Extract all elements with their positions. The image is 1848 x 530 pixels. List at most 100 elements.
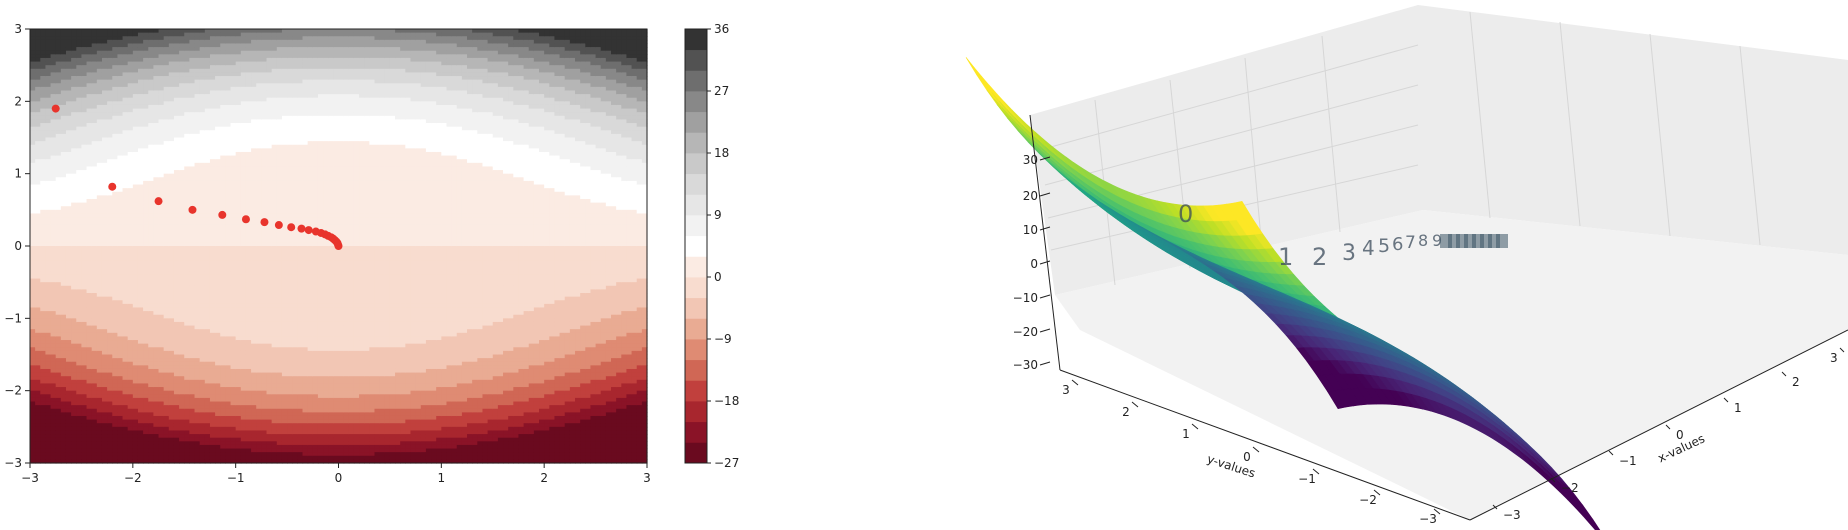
contour-cell	[209, 249, 216, 254]
contour-cell	[50, 39, 57, 45]
contour-cell	[153, 303, 160, 309]
contour-cell	[199, 238, 206, 243]
contour-cell	[91, 137, 98, 142]
contour-cell	[117, 57, 124, 63]
contour-cell	[50, 340, 57, 345]
contour-cell	[65, 224, 72, 229]
contour-cell	[45, 452, 52, 457]
contour-cell	[209, 390, 216, 395]
contour-cell	[148, 202, 154, 207]
contour-cell	[194, 50, 201, 55]
contour-cell	[199, 217, 206, 222]
contour-cell	[163, 296, 170, 301]
contour-cell	[148, 347, 154, 352]
contour-cell	[71, 434, 77, 439]
contour-cell	[127, 343, 134, 348]
contour-cell	[86, 426, 93, 432]
contour-cell	[71, 332, 77, 338]
contour-cell	[45, 39, 52, 45]
contour-cell	[76, 358, 83, 363]
contour-cell	[168, 415, 175, 421]
contour-cell	[101, 423, 108, 428]
contour-cell	[86, 115, 93, 121]
contour-cell	[96, 405, 103, 410]
contour-cell	[76, 43, 83, 48]
contour-cell	[230, 368, 237, 374]
contour-cell	[132, 180, 139, 186]
contour-cell	[40, 94, 47, 99]
contour-cell	[107, 325, 113, 330]
contour-cell	[96, 137, 103, 142]
contour-cell	[148, 238, 154, 243]
contour-cell	[137, 195, 144, 200]
contour-cell	[168, 350, 175, 356]
contour-cell	[184, 231, 190, 236]
contour-cell	[50, 29, 57, 34]
contour-cell	[117, 397, 124, 403]
contour-cell	[35, 390, 41, 395]
contour-cell	[101, 206, 108, 211]
contour-cell	[235, 137, 242, 142]
contour-cell	[122, 282, 129, 287]
contour-cell	[215, 97, 221, 102]
contour-cell	[76, 314, 83, 319]
contour-cell	[148, 340, 154, 345]
contour-cell	[117, 177, 124, 182]
contour-cell	[40, 144, 47, 149]
contour-cell	[240, 227, 247, 233]
contour-cell	[132, 303, 139, 309]
contour-cell	[91, 57, 98, 63]
contour-cell	[40, 289, 47, 294]
contour-cell	[143, 285, 149, 290]
contour-cell	[86, 383, 93, 388]
contour-cell	[50, 264, 57, 269]
contour-cell	[107, 108, 113, 113]
contour-cell	[107, 195, 113, 200]
contour-cell	[101, 231, 108, 236]
contour-cell	[50, 289, 57, 294]
contour-cell	[225, 365, 232, 370]
contour-cell	[230, 159, 237, 164]
contour-cell	[199, 405, 206, 410]
contour-cell	[189, 452, 196, 457]
contour-cell	[81, 387, 88, 392]
contour-cell	[143, 459, 149, 464]
contour-cell	[50, 61, 57, 66]
contour-cell	[65, 68, 72, 73]
contour-cell	[168, 101, 175, 106]
contour-cell	[35, 76, 41, 81]
contour-cell	[112, 347, 119, 352]
contour-cell	[204, 343, 211, 348]
contour-cell	[50, 50, 57, 55]
contour-cell	[127, 126, 134, 131]
contour-cell	[65, 303, 72, 309]
contour-cell	[96, 227, 103, 233]
contour-cell	[199, 452, 206, 457]
contour-cell	[91, 256, 98, 262]
contour-cell	[194, 347, 201, 352]
contour-cell	[199, 235, 206, 240]
contour-cell	[163, 188, 170, 193]
contour-cell	[194, 177, 201, 182]
contour-cell	[153, 184, 160, 189]
contour-cell	[112, 397, 119, 403]
contour-cell	[112, 202, 119, 207]
contour-cell	[81, 133, 88, 139]
contour-cell	[55, 32, 62, 37]
contour-cell	[101, 177, 108, 182]
contour-cell	[230, 36, 237, 41]
contour-cell	[40, 112, 47, 117]
contour-cell	[184, 332, 190, 338]
contour-cell	[60, 227, 67, 233]
contour-cell	[127, 387, 134, 392]
contour-cell	[127, 379, 134, 385]
contour-cell	[40, 170, 47, 175]
contour-cell	[220, 394, 226, 399]
contour-cell	[112, 32, 119, 37]
contour-cell	[137, 405, 144, 410]
contour-cell	[76, 191, 83, 196]
contour-cell	[96, 303, 103, 309]
contour-cell	[112, 282, 119, 287]
contour-cell	[50, 155, 57, 160]
contour-cell	[143, 235, 149, 240]
